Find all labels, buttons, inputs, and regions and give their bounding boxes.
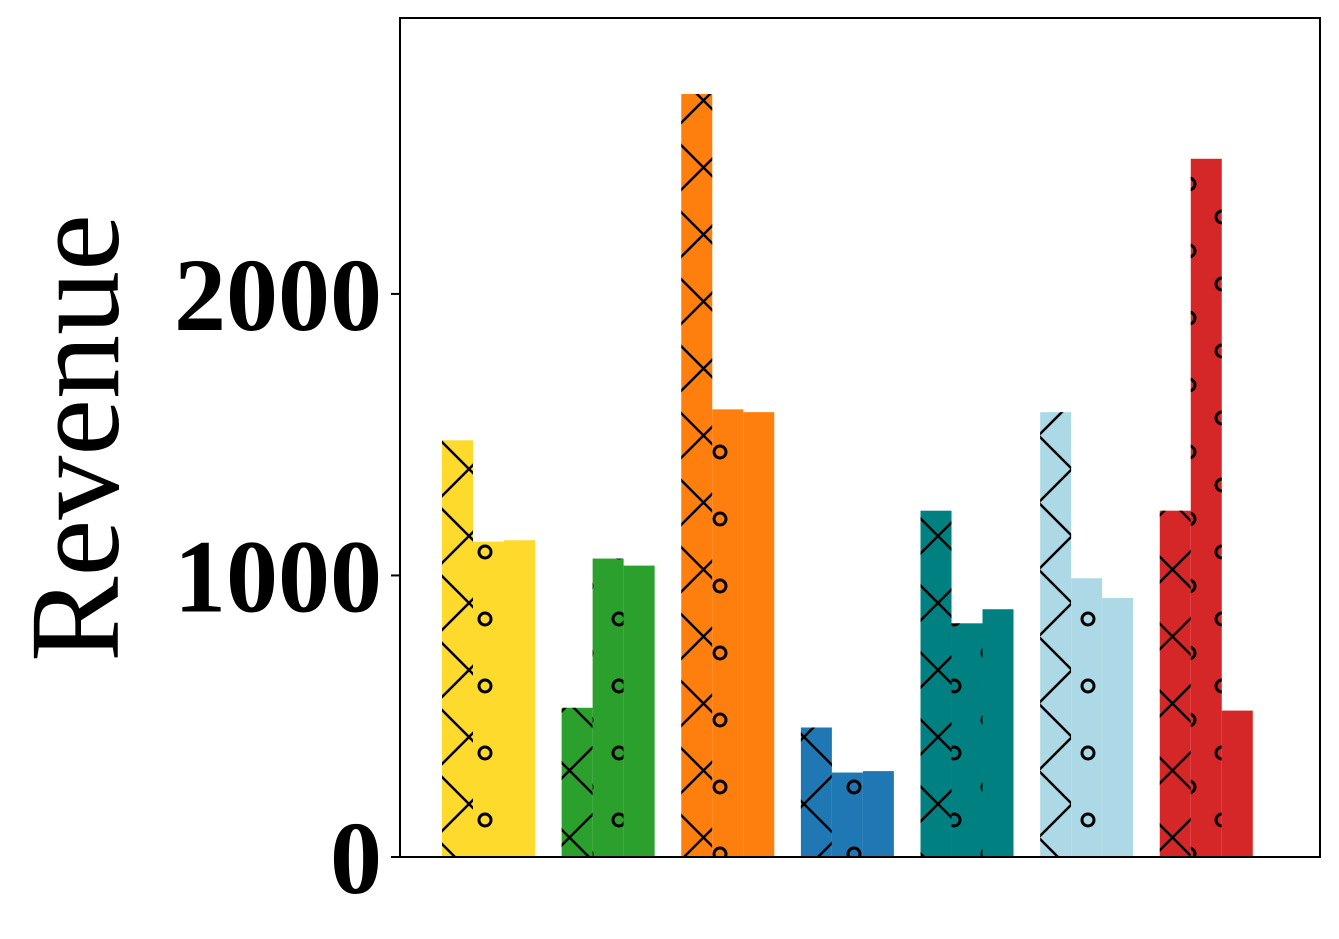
bar-G-3 xyxy=(1221,710,1253,857)
bar-hatch xyxy=(920,510,952,857)
bar-B-1 xyxy=(561,707,593,857)
bar-E-2 xyxy=(951,623,983,857)
bar-fill xyxy=(743,412,775,857)
bar-hatch xyxy=(473,541,504,857)
bar-C-2 xyxy=(712,409,744,857)
bar-fill xyxy=(982,609,1014,857)
bar-hatch xyxy=(1159,510,1191,857)
bar-F-2 xyxy=(1071,578,1103,857)
y-tick-label: 1000 xyxy=(174,519,382,634)
bar-F-3 xyxy=(1102,597,1134,857)
bar-fill xyxy=(1102,597,1134,857)
bar-hatch xyxy=(561,707,593,857)
bar-D-1 xyxy=(800,727,832,857)
bar-C-3 xyxy=(743,412,775,857)
bar-hatch xyxy=(831,772,863,857)
bar-B-2 xyxy=(592,558,624,857)
bar-hatch xyxy=(442,440,473,857)
bar-hatch xyxy=(592,558,624,857)
bar-fill xyxy=(504,540,535,857)
bar-hatch xyxy=(1071,578,1103,857)
bar-hatch xyxy=(951,623,983,857)
bar-C-1 xyxy=(681,94,713,857)
bar-A-1 xyxy=(442,440,473,857)
bar-E-1 xyxy=(920,510,952,857)
bar-hatch xyxy=(681,94,713,857)
bar-A-3 xyxy=(504,540,535,857)
bar-B-3 xyxy=(623,565,655,857)
bar-D-3 xyxy=(862,771,894,857)
bar-fill xyxy=(623,565,655,857)
plot-frame xyxy=(399,17,1321,858)
bars-group xyxy=(442,94,1253,857)
bar-G-2 xyxy=(1190,158,1222,857)
bar-hatch xyxy=(800,727,832,857)
bar-hatch xyxy=(1040,412,1072,857)
y-tick-label: 0 xyxy=(330,801,382,916)
y-axis-ticks: 0 1000 2000 xyxy=(174,238,400,916)
bar-hatch xyxy=(712,409,744,857)
bar-fill xyxy=(862,771,894,857)
bar-F-1 xyxy=(1040,412,1072,857)
bar-fill xyxy=(1221,710,1253,857)
bar-G-1 xyxy=(1159,510,1191,857)
y-axis-label: Revenue xyxy=(4,214,146,662)
y-tick-label: 2000 xyxy=(174,238,382,353)
bar-E-3 xyxy=(982,609,1014,857)
bar-A-2 xyxy=(473,541,504,857)
bar-D-2 xyxy=(831,772,863,857)
bar-hatch xyxy=(1190,158,1222,857)
